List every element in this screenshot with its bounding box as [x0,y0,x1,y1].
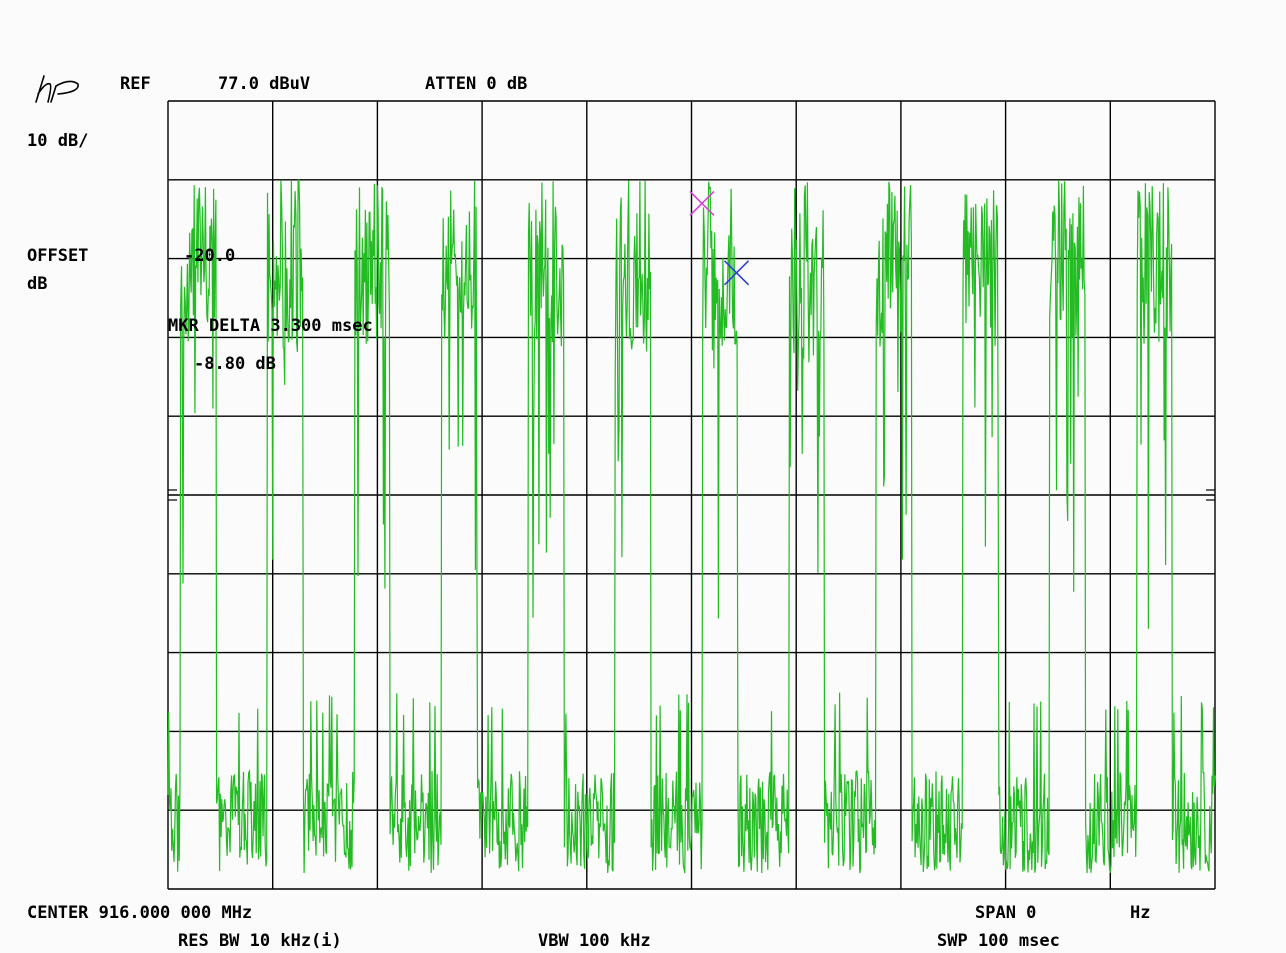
offset-unit: dB [27,274,48,294]
marker-delta-amplitude: -8.80 dB [194,354,276,374]
ref-label: REF [120,74,151,94]
ref-level: 77.0 dBuV [218,74,311,94]
scale-per-division: 10 dB/ [27,131,89,151]
attenuation: ATTEN 0 dB [425,74,528,94]
display-line-value: -20.0 [184,246,236,266]
hp-logo [35,75,79,103]
span: SPAN 0 [975,903,1037,923]
marker-delta-time: MKR DELTA 3.300 msec [168,316,373,336]
sweep-time: SWP 100 msec [937,931,1060,951]
graticule [167,100,1216,890]
reference-marker [689,190,715,216]
resolution-bandwidth: RES BW 10 kHz(i) [178,931,342,951]
video-bandwidth: VBW 100 kHz [538,931,651,951]
trace-line [167,179,1216,874]
offset-label: OFFSET [27,246,89,266]
center-frequency: CENTER 916.000 000 MHz [27,903,253,923]
span-unit: Hz [1130,903,1151,923]
markers [689,190,750,286]
delta-marker [723,260,750,286]
trace [167,179,1216,874]
